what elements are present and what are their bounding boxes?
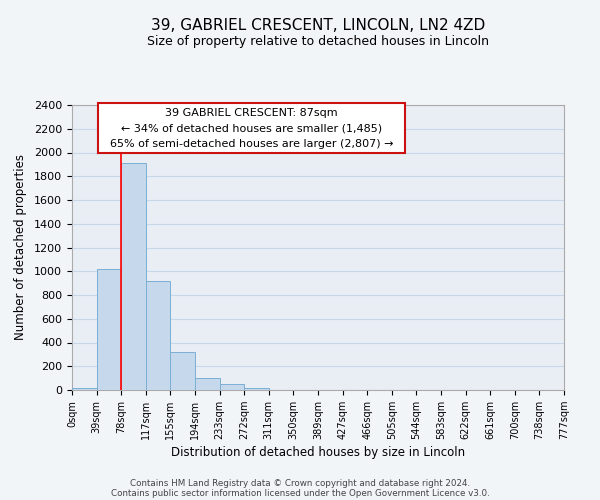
Bar <box>121 163 146 390</box>
Bar <box>220 384 244 390</box>
Bar <box>97 269 121 390</box>
Text: 39, GABRIEL CRESCENT, LINCOLN, LN2 4ZD: 39, GABRIEL CRESCENT, LINCOLN, LN2 4ZD <box>151 18 485 32</box>
Bar <box>146 281 170 390</box>
Y-axis label: Number of detached properties: Number of detached properties <box>14 154 27 340</box>
Bar <box>170 352 195 390</box>
Text: Contains public sector information licensed under the Open Government Licence v3: Contains public sector information licen… <box>110 488 490 498</box>
X-axis label: Distribution of detached houses by size in Lincoln: Distribution of detached houses by size … <box>171 446 465 459</box>
Text: 39 GABRIEL CRESCENT: 87sqm  
  ← 34% of detached houses are smaller (1,485)  
  : 39 GABRIEL CRESCENT: 87sqm ← 34% of deta… <box>103 108 400 149</box>
Bar <box>72 388 97 390</box>
Text: Size of property relative to detached houses in Lincoln: Size of property relative to detached ho… <box>147 35 489 48</box>
Text: Contains HM Land Registry data © Crown copyright and database right 2024.: Contains HM Land Registry data © Crown c… <box>130 478 470 488</box>
Bar <box>195 378 220 390</box>
Bar <box>244 388 269 390</box>
